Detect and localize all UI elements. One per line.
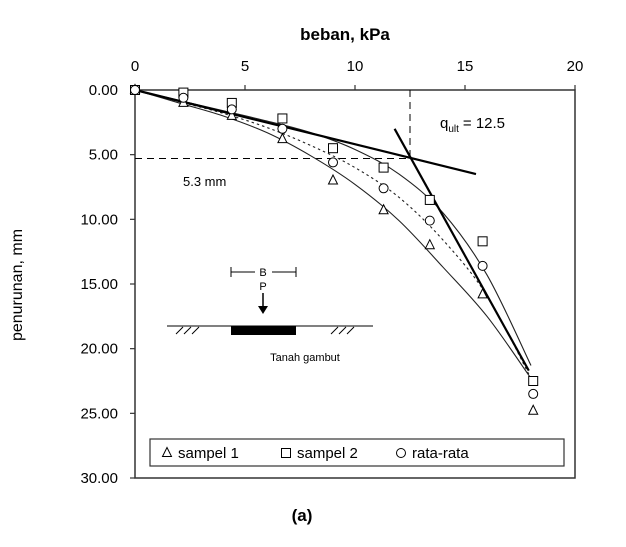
legend-label: sampel 1 [178, 445, 239, 462]
tangent-line-1 [134, 88, 477, 176]
inset-p-label: P [259, 281, 266, 293]
triangle-marker [277, 132, 288, 144]
x-tick-label: 20 [567, 58, 584, 75]
circle-marker [226, 104, 237, 115]
x-tick-label: 5 [241, 58, 249, 75]
qult-subscript: ult [448, 124, 459, 135]
triangle-marker [378, 203, 389, 215]
circle-marker [328, 157, 338, 168]
triangle-marker [226, 109, 238, 120]
y-tick-label: 20.00 [80, 341, 118, 358]
square-marker [277, 113, 288, 124]
footing-inset: B P Tanah gambut [167, 267, 373, 364]
legend-square-marker [281, 448, 291, 458]
square-marker [477, 236, 488, 247]
y-tick-label: 15.00 [80, 276, 118, 293]
x-axis: 0 5 10 15 20 [131, 58, 584, 90]
circle-marker [178, 92, 189, 103]
x-axis-title: beban, kPa [300, 25, 390, 44]
y-tick-label: 5.00 [89, 147, 118, 164]
y-axis: 0.00 5.00 10.00 15.00 20.00 25.00 30.00 [80, 82, 135, 487]
circle-marker [424, 215, 435, 226]
qult-value: = 12.5 [463, 115, 505, 132]
legend-label: sampel 2 [297, 445, 358, 462]
y-tick-label: 30.00 [80, 470, 118, 487]
fit-curve-3 [134, 89, 532, 379]
inset-b-label: B [259, 267, 266, 279]
inset-hatch-left [175, 326, 200, 335]
tangent-lines [134, 88, 530, 372]
square-marker [528, 376, 539, 386]
y-axis-title: penurunan, mm [9, 229, 26, 341]
triangle-marker [527, 404, 539, 415]
reference-lines [135, 90, 411, 160]
qult-annotation: qult = 12.5 [440, 115, 505, 135]
data-markers [129, 83, 539, 415]
circle-marker [528, 388, 539, 399]
x-tick-label: 10 [347, 58, 364, 75]
inset-soil-label: Tanah gambut [270, 352, 340, 364]
legend-box [149, 438, 565, 467]
settlement-annotation: 5.3 mm [183, 174, 226, 189]
y-tick-label: 10.00 [80, 211, 118, 228]
figure-caption: (a) [292, 506, 313, 525]
square-marker [328, 143, 338, 154]
x-tick-label: 0 [131, 58, 139, 75]
qult-symbol: q [440, 115, 448, 132]
inset-footing [231, 326, 296, 335]
inset-load-arrow-head [258, 306, 268, 314]
legend-label: rata-rata [412, 445, 469, 462]
legend-circle-marker [396, 448, 406, 458]
square-marker [378, 162, 389, 173]
triangle-marker [327, 173, 339, 185]
plot-frame [134, 89, 576, 479]
triangle-marker [477, 287, 488, 299]
circle-marker [130, 85, 140, 95]
legend-triangle-marker [161, 446, 173, 457]
y-tick-label: 25.00 [80, 405, 118, 422]
circle-marker [477, 260, 488, 271]
inset-hatch-right [330, 326, 355, 335]
circle-marker [378, 183, 389, 194]
x-tick-label: 15 [457, 58, 474, 75]
fit-curve-1 [134, 89, 532, 379]
tangent-line-2 [393, 128, 530, 372]
triangle-marker [424, 238, 436, 250]
fit-curves [134, 89, 532, 379]
legend: sampel 1 sampel 2 rata-rata [149, 438, 565, 467]
circle-marker [277, 123, 288, 134]
y-tick-label: 0.00 [89, 82, 118, 99]
square-marker [424, 194, 435, 205]
